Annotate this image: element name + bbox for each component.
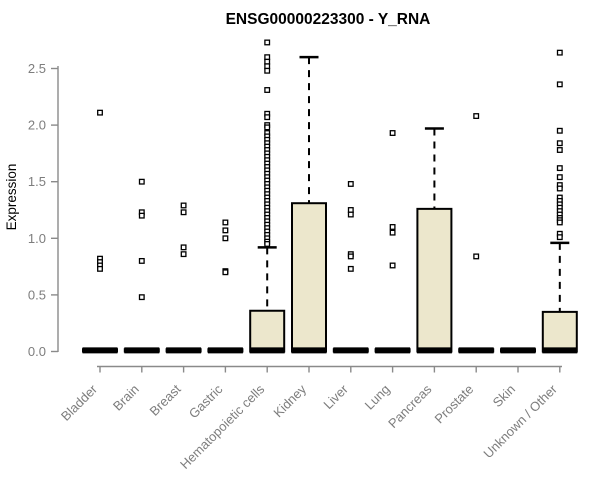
box-kidney: [291, 55, 327, 354]
median-bar: [291, 347, 327, 354]
outlier-point: [138, 212, 145, 219]
outlier-point: [222, 219, 229, 226]
outlier-point: [389, 262, 396, 269]
median-bar: [500, 347, 536, 354]
outlier-point: [264, 39, 271, 46]
outlier-point: [556, 174, 563, 181]
y-tick-label: 0.5: [28, 287, 46, 302]
y-axis-label: Expression: [4, 164, 19, 231]
outlier-point: [180, 244, 187, 251]
outlier-point: [556, 140, 563, 147]
x-category-label: Gastric: [186, 381, 226, 421]
box-unknown-other: [541, 49, 578, 354]
box-breast: [165, 202, 202, 354]
outlier-point: [389, 130, 396, 136]
box-gastric: [207, 219, 244, 354]
x-category-label: Skin: [490, 382, 518, 410]
y-tick-label: 1.5: [28, 174, 46, 189]
box-rect: [416, 207, 453, 353]
y-tick-label: 2.5: [28, 61, 46, 76]
x-category-label: Liver: [320, 381, 351, 412]
outlier-point: [138, 257, 145, 264]
outlier-point: [180, 251, 187, 258]
outlier-point: [97, 109, 103, 116]
outlier-point: [264, 124, 271, 131]
median-bar: [249, 347, 285, 354]
outlier-point: [180, 202, 187, 209]
outlier-point: [222, 227, 229, 234]
box-pancreas: [416, 127, 453, 354]
outlier-point: [347, 211, 354, 218]
x-category-label: Pancreas: [385, 381, 435, 431]
box-rect: [291, 202, 327, 353]
outlier-point: [556, 147, 563, 153]
box-prostate: [458, 113, 495, 354]
x-category-label: Brain: [110, 382, 142, 414]
median-bar: [207, 347, 243, 354]
outlier-point: [180, 209, 187, 216]
median-bar: [166, 347, 202, 354]
x-category-label: Bladder: [58, 381, 101, 424]
box-rect: [249, 309, 286, 353]
x-category-label: Prostate: [431, 382, 476, 427]
median-bar: [416, 347, 452, 354]
x-category-label: Unknown / Other: [480, 381, 560, 461]
outlier-point: [556, 81, 563, 88]
box-bladder: [82, 109, 118, 354]
outlier-point: [389, 229, 396, 236]
median-bar: [458, 347, 494, 354]
y-tick-label: 2.0: [28, 118, 46, 133]
outlier-point: [347, 253, 354, 260]
box-brain: [123, 178, 160, 354]
box-liver: [332, 181, 369, 354]
box-skin: [500, 347, 536, 354]
outlier-point: [222, 269, 229, 276]
outlier-point: [264, 87, 271, 93]
median-bar: [375, 347, 411, 354]
outlier-point: [264, 241, 271, 247]
box-lung: [374, 130, 411, 354]
outlier-point: [138, 178, 145, 185]
outlier-point: [97, 265, 103, 272]
outlier-point: [347, 181, 354, 187]
outlier-point: [264, 67, 271, 74]
box-rect: [541, 310, 578, 353]
outlier-point: [138, 294, 145, 301]
outlier-point: [347, 265, 354, 272]
median-bar: [82, 347, 118, 354]
outlier-point: [556, 185, 563, 192]
outlier-point: [556, 127, 563, 134]
outlier-point: [222, 235, 229, 242]
outlier-point: [556, 234, 563, 241]
median-bar: [124, 347, 160, 354]
outlier-point: [389, 224, 396, 230]
box-hematopoietic-cells: [249, 39, 286, 354]
chart-title: ENSG00000223300 - Y_RNA: [226, 11, 431, 28]
outlier-point: [264, 114, 271, 121]
outlier-point: [556, 219, 563, 226]
x-category-label: Breast: [147, 381, 184, 418]
boxplot-series: [82, 39, 578, 354]
x-category-label: Kidney: [270, 381, 309, 420]
y-tick-label: 0.0: [28, 344, 46, 359]
outlier-point: [473, 113, 480, 119]
x-category-label: Lung: [362, 382, 393, 413]
median-bar: [542, 347, 578, 354]
outlier-point: [556, 165, 563, 172]
y-tick-label: 1.0: [28, 231, 46, 246]
median-bar: [333, 347, 369, 354]
outlier-point: [473, 253, 480, 260]
outlier-point: [556, 49, 563, 56]
